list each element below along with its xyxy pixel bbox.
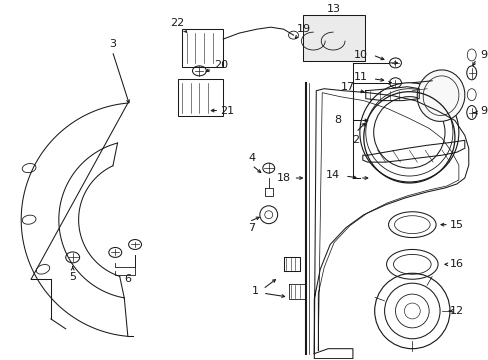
Bar bbox=[181, 29, 223, 67]
Text: 16: 16 bbox=[449, 259, 463, 269]
Text: 15: 15 bbox=[449, 220, 463, 230]
Text: 13: 13 bbox=[326, 4, 341, 14]
Text: 10: 10 bbox=[353, 50, 367, 60]
Text: 21: 21 bbox=[220, 105, 234, 116]
Text: 19: 19 bbox=[296, 24, 310, 34]
Text: 7: 7 bbox=[248, 222, 255, 233]
Text: 3: 3 bbox=[108, 39, 116, 49]
Text: 18: 18 bbox=[276, 173, 290, 183]
Text: 14: 14 bbox=[325, 170, 340, 180]
Bar bbox=[177, 79, 223, 117]
Text: 22: 22 bbox=[170, 18, 184, 28]
Text: 5: 5 bbox=[69, 272, 76, 282]
Text: 17: 17 bbox=[340, 82, 354, 92]
Text: 9: 9 bbox=[479, 50, 486, 60]
Text: 9: 9 bbox=[479, 105, 486, 116]
Text: 8: 8 bbox=[334, 116, 341, 126]
Text: 4: 4 bbox=[248, 153, 255, 163]
Text: 1: 1 bbox=[251, 286, 258, 296]
Text: 2: 2 bbox=[351, 135, 359, 145]
Text: 20: 20 bbox=[214, 60, 228, 70]
Ellipse shape bbox=[416, 70, 464, 121]
Text: 12: 12 bbox=[449, 306, 463, 316]
Text: 6: 6 bbox=[124, 274, 131, 284]
Text: 11: 11 bbox=[353, 72, 367, 82]
Bar bbox=[303, 15, 364, 61]
